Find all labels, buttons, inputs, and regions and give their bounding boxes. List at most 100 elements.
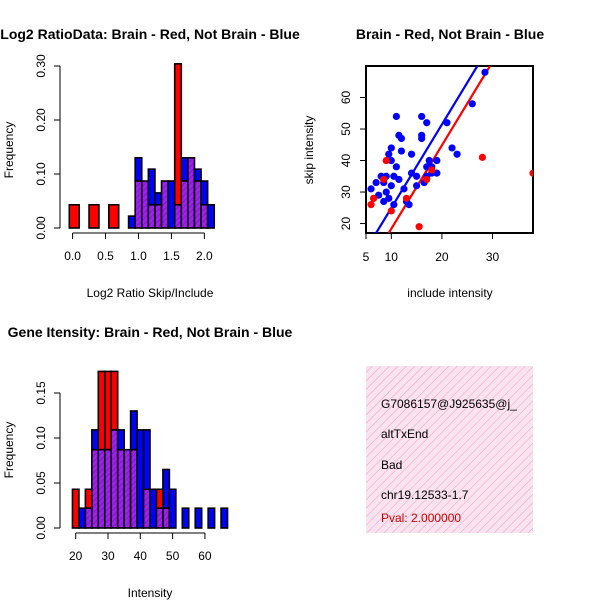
- gene-histogram-bar-not-brain: [181, 507, 190, 529]
- gene-histogram-bar-overlap: [155, 507, 164, 529]
- scatter-point-not-brain: [425, 156, 433, 165]
- gene-histogram-ylabel: Frequency: [2, 422, 16, 479]
- gene-histogram-bar-not-brain: [168, 488, 177, 529]
- scatter-point-brain: [529, 169, 533, 177]
- scatter-point-not-brain: [382, 188, 390, 196]
- gene-histogram-bar-brain: [155, 488, 164, 509]
- ratio-histogram-y-tick-label: 0.00: [34, 216, 48, 240]
- ratio-histogram-bar-not-brain: [180, 157, 189, 182]
- scatter-plot-frame: [365, 65, 534, 234]
- scatter-point-not-brain: [400, 185, 408, 193]
- scatter-point-not-brain: [468, 100, 476, 108]
- gene-histogram-bar-not-brain: [162, 468, 171, 510]
- ratio-histogram-bar-overlap: [154, 203, 163, 229]
- scatter-point-not-brain: [405, 201, 413, 209]
- scatter-x-tick-label: 10: [385, 250, 399, 264]
- scatter-point-not-brain: [481, 68, 489, 76]
- gene-histogram-y-tick-label: 0.15: [34, 381, 48, 405]
- gene-histogram-bar-overlap: [97, 448, 106, 529]
- info-location: chr19.12533-1.7: [381, 488, 469, 502]
- scatter-point-not-brain: [372, 178, 380, 187]
- scatter-point-not-brain: [448, 144, 456, 152]
- scatter-ylabel: skip intensity: [302, 116, 316, 185]
- gene-histogram-bar-overlap: [142, 488, 151, 529]
- ratio-histogram-title: Log2 RatioData: Brain - Red, Not Brain -…: [0, 26, 300, 42]
- ratio-histogram-bar-not-brain: [206, 203, 216, 229]
- info-quality: Bad: [381, 458, 402, 472]
- scatter-point-not-brain: [413, 182, 421, 190]
- gene-histogram-y-tick-label: 0.00: [34, 516, 48, 540]
- ratio-histogram-bar-overlap: [180, 180, 189, 229]
- ratio-histogram-ylabel: Frequency: [2, 122, 16, 179]
- scatter-point-not-brain: [395, 175, 403, 184]
- scatter-point-not-brain: [418, 134, 426, 143]
- gene-histogram-x-tick-label: 40: [134, 549, 148, 563]
- ratio-histogram-bar-overlap: [187, 157, 196, 229]
- gene-histogram-bar-not-brain: [220, 507, 229, 529]
- gene-histogram-x-tick-label: 30: [101, 549, 115, 563]
- scatter-point-not-brain: [387, 144, 395, 152]
- scatter-point-not-brain: [387, 182, 395, 190]
- scatter-point-not-brain: [390, 201, 398, 209]
- ratio-histogram-bar-not-brain: [193, 168, 202, 182]
- scatter-point-brain: [367, 201, 375, 209]
- ratio-histogram-bar-not-brain: [167, 180, 176, 229]
- gene-histogram-bar-not-brain: [78, 507, 87, 529]
- gene-histogram-bar-overlap: [84, 507, 93, 529]
- ratio-histogram-bar-overlap: [200, 203, 209, 229]
- gene-histogram-bar-overlap: [123, 448, 132, 529]
- ratio-histogram-axes: 0.0 0.5 1.0 1.5 2.0 0.00 0.10 0.20 0.30: [34, 54, 213, 263]
- ratio-histogram-x-tick-label: 1.0: [130, 249, 147, 263]
- ratio-histogram-bar-not-brain: [147, 168, 156, 206]
- gene-histogram-y-tick-label: 0.05: [34, 471, 48, 495]
- gene-histogram-bar-overlap: [129, 448, 138, 529]
- gene-histogram-bar-not-brain: [136, 429, 145, 529]
- info-panel: G7086157@J925635@j_ altTxEnd Bad chr19.1…: [366, 366, 533, 533]
- gene-histogram-xlabel: Intensity: [128, 586, 173, 600]
- ratio-histogram-x-tick-label: 0.0: [64, 249, 81, 263]
- ratio-histogram-bar-brain: [68, 203, 80, 229]
- scatter-point-not-brain: [385, 194, 393, 202]
- gene-histogram-x-tick-label: 50: [166, 549, 180, 563]
- gene-histogram-bars: [71, 370, 229, 529]
- gene-histogram-bar-brain: [103, 370, 113, 451]
- scatter-point-not-brain: [413, 172, 421, 180]
- gene-histogram-bar-overlap: [162, 507, 171, 529]
- scatter-axes: 5 10 20 30 20 30 40 50 60: [339, 91, 500, 264]
- ratio-histogram-bars: [68, 63, 216, 229]
- ratio-histogram-bar-not-brain: [127, 215, 136, 229]
- scatter-marks: [367, 66, 533, 233]
- gene-histogram-bar-overlap: [91, 448, 100, 529]
- gene-histogram-bar-overlap: [116, 448, 125, 529]
- gene-histogram-y-tick-label: 0.10: [34, 426, 48, 450]
- gene-histogram-bar-not-brain: [116, 429, 125, 451]
- scatter-x-tick-label: 5: [363, 250, 370, 264]
- scatter-y-tick-label: 50: [339, 122, 353, 136]
- gene-histogram-bar-brain: [84, 488, 93, 509]
- gene-histogram-x-tick-label: 60: [198, 549, 212, 563]
- ratio-histogram-bar-not-brain: [200, 180, 209, 206]
- scatter-point-brain: [387, 207, 395, 215]
- scatter-y-tick-label: 30: [339, 185, 353, 199]
- scatter-point-not-brain: [385, 150, 393, 158]
- ratio-histogram-bar-not-brain: [134, 157, 143, 182]
- ratio-histogram-bar-overlap: [140, 180, 150, 229]
- scatter-y-tick-label: 20: [339, 217, 353, 231]
- scatter-point-not-brain: [392, 112, 400, 121]
- gene-histogram-bar-brain: [97, 370, 106, 451]
- scatter-point-brain: [478, 153, 486, 161]
- gene-histogram-bar-not-brain: [129, 410, 138, 451]
- ratio-histogram-y-tick-label: 0.20: [34, 108, 48, 132]
- scatter-point-brain: [415, 223, 423, 231]
- ratio-histogram-bar-brain: [88, 203, 100, 229]
- gene-histogram-bar-brain: [71, 488, 80, 529]
- ratio-histogram-bar-overlap: [147, 203, 156, 229]
- scatter-point-brain: [402, 194, 411, 202]
- info-probe-id: G7086157@J925635@j_: [381, 397, 517, 411]
- scatter-plot-area: [367, 66, 533, 233]
- ratio-histogram-bar-brain: [108, 203, 120, 229]
- ratio-histogram-bar-overlap: [193, 180, 202, 229]
- gene-intensity-histogram: Gene Itensity: Brain - Red, Not Brain - …: [2, 324, 293, 600]
- intensity-scatter: Brain - Red, Not Brain - Blue 5 10 20 30 20 3…: [302, 26, 544, 300]
- ratio-histogram-xlabel: Log2 Ratio Skip/Include: [87, 286, 214, 300]
